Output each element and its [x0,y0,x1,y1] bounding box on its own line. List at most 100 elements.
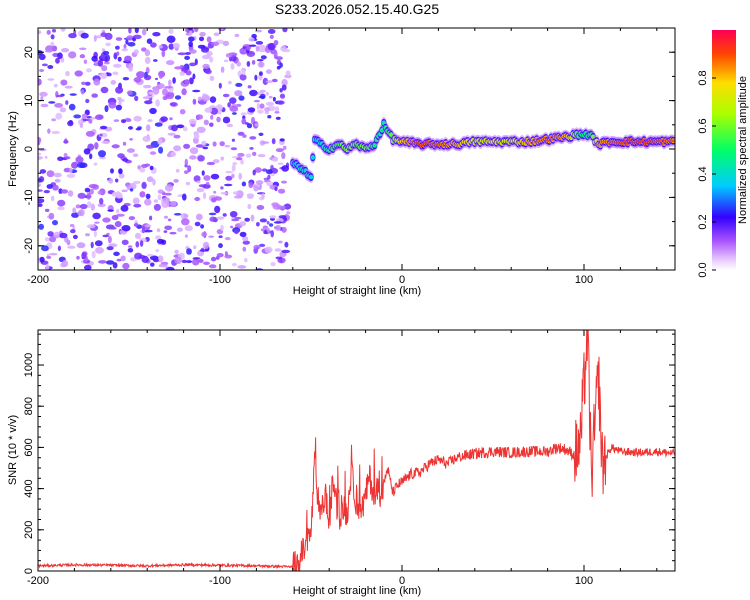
noise-blob [260,141,270,144]
noise-blob [93,230,97,238]
noise-blob [202,146,209,150]
noise-blob [168,28,174,35]
noise-blob [218,235,223,238]
noise-blob [265,69,272,74]
noise-blob [48,212,55,220]
noise-blob [252,169,256,176]
snr-series [38,330,675,571]
noise-blob [282,28,288,33]
noise-blob [85,233,90,237]
noise-blob [281,180,287,184]
noise-blob [122,158,129,162]
noise-blob [68,103,76,111]
noise-blob [40,103,49,108]
noise-blob [120,205,129,212]
noise-blob [147,119,153,123]
noise-blob [43,190,50,194]
noise-blob [155,99,160,107]
noise-blob [105,42,111,47]
noise-blob [271,78,278,83]
noise-blob [246,193,255,198]
noise-blob [107,72,112,77]
noise-blob [222,93,230,98]
noise-blob [214,196,222,201]
noise-blob [86,224,96,229]
noise-blob [54,178,61,183]
noise-blob [172,42,180,49]
noise-blob [57,199,66,207]
noise-blob [94,142,99,150]
noise-blob [206,36,212,43]
noise-blob [282,145,287,150]
noise-blob [83,148,91,155]
noise-blob [201,170,205,176]
y-tick-label: -20 [23,238,35,254]
colorbar-ticks: 0.0 0.2 0.4 0.6 0.8 [697,70,716,278]
noise-blob [120,255,126,262]
noise-blob [247,107,256,113]
noise-blob [179,71,185,76]
noise-blob [98,260,107,264]
noise-blob [38,189,43,192]
noise-blob [220,66,225,73]
noise-blob [272,157,279,162]
noise-blob [222,116,231,124]
noise-blob [250,214,255,222]
noise-blob [83,59,88,64]
noise-blob [258,132,264,136]
noise-blob [262,225,268,229]
colorbar-tick-label: 0.8 [697,70,709,85]
spectrogram-y-label: Frequency (Hz) [7,111,19,187]
noise-blob [157,189,164,194]
noise-blob [113,63,122,68]
noise-blob [54,103,63,108]
noise-blob [121,189,128,193]
noise-blob [91,93,98,98]
noise-blob [231,218,240,222]
noise-blob [213,32,220,37]
noise-blob [116,213,125,217]
noise-blob [101,140,111,144]
noise-blob [144,198,152,206]
noise-blob [262,77,269,85]
noise-blob [197,155,205,162]
noise-blob [146,38,153,44]
noise-blob [133,223,139,227]
noise-blob [234,229,239,235]
noise-blob [278,215,287,219]
noise-blob [225,53,233,58]
noise-blob [238,172,243,180]
noise-blob [209,216,217,222]
noise-blob [93,78,101,86]
ridge-core [310,155,315,160]
noise-blob [233,195,243,199]
noise-blob [117,56,122,62]
noise-blob [95,114,104,120]
noise-blob [210,173,220,180]
noise-blob [153,203,161,211]
noise-blob [84,187,91,193]
noise-blob [118,100,122,106]
noise-blob [142,135,151,142]
noise-blob [242,246,247,252]
noise-blob [174,256,182,265]
noise-blob [218,243,223,249]
noise-blob [71,161,79,169]
noise-blob [185,181,191,186]
noise-blob [196,126,206,133]
noise-blob [224,237,231,241]
noise-blob [127,248,134,253]
noise-blob [124,55,132,63]
noise-blob [101,65,108,72]
noise-blob [61,48,70,53]
noise-blob [38,30,42,35]
noise-blob [53,231,60,239]
noise-blob [186,248,192,255]
noise-blob [98,150,106,158]
noise-blob [127,42,136,47]
noise-blob [155,77,158,81]
noise-blob [99,133,103,137]
noise-blob [92,212,101,220]
noise-blob [154,122,163,127]
noise-blob [139,240,144,247]
